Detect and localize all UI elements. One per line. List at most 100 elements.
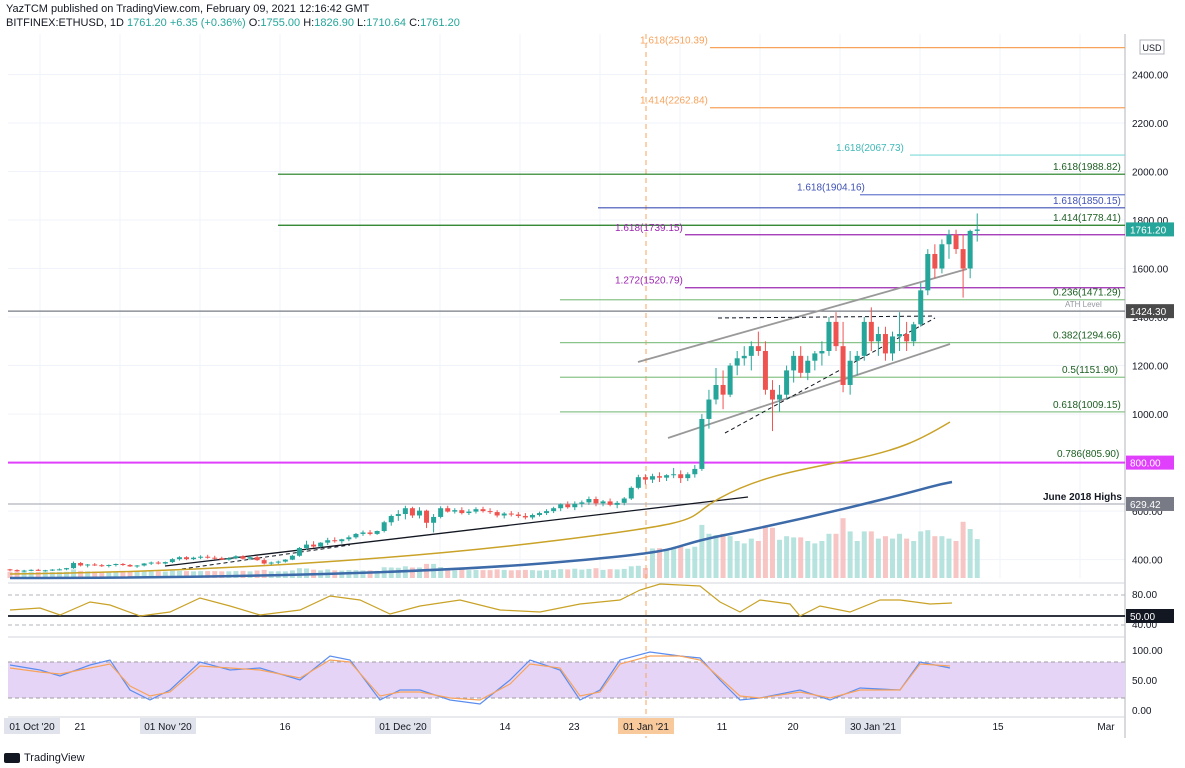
candle [586,496,592,505]
candle-body [424,510,430,523]
candle-body [85,564,91,566]
close-label: C: [409,17,421,29]
candle [551,506,557,514]
support-trendline [164,496,749,567]
candle-body [134,565,140,567]
price-label: 629.42 [1130,500,1161,511]
grid [8,34,1126,738]
candle [967,229,973,279]
candle [769,380,775,432]
candle-body [346,537,352,540]
candle [339,538,345,544]
candle-body [784,370,790,395]
fib-label: 1.272(1520.79) [615,276,683,287]
volume-bar [63,571,69,578]
time-tick: 01 Oct '20 [9,722,55,733]
candle [85,564,91,568]
candle-body [268,562,274,564]
candle-body [741,355,747,359]
candle [890,331,895,361]
volume-bar [106,571,112,578]
candle-body [381,522,387,532]
candle-body [127,564,133,567]
candle [71,561,77,569]
candle [522,513,528,520]
candle-body [282,559,288,562]
price-axis: USD 2400.00 2200.00 2000.00 1800.00 1600.00 14… [1126,39,1174,567]
volume-bar [890,538,895,578]
volume-bar [473,569,479,578]
volume-bar [537,570,542,578]
volume-bar [911,541,917,578]
candle [219,556,225,561]
candle-body [565,504,571,508]
ohlc-line: BITFINEX:ETHUSD, 1D 1761.20 +6.35 (+0.36… [6,17,460,29]
price-tick: 1600.00 [1132,265,1169,276]
volume-bar [296,568,302,578]
candle-body [56,569,62,571]
candle-body [918,290,924,325]
candle [205,554,211,559]
open-value: 1755.00 [260,17,301,29]
rsi-line [9,583,953,617]
candle-body [155,562,161,564]
candle-body [868,321,874,342]
candle-body [106,564,112,566]
candle [600,499,606,507]
candle [734,351,740,376]
candle-body [925,253,931,291]
brand-footer[interactable]: TradingView [4,752,85,764]
candle-body [233,556,239,559]
price-tick: 1800.00 [1132,216,1169,227]
fib-label: ATH Level [1065,300,1102,309]
candle-body [833,321,839,347]
volume-bar [367,570,373,578]
currency-label: USD [1142,43,1162,53]
candle-body [494,512,500,516]
volume-bar [769,527,775,578]
candle-body [642,477,648,480]
candle [212,555,218,560]
volume-bar [212,571,218,578]
candle-body [332,540,338,542]
volume-bar [784,536,790,578]
candle [579,500,585,508]
candle-body [226,558,232,560]
candle-body [42,570,48,572]
candle [812,351,818,371]
volume-bar [918,531,924,578]
fib-label: 0.618(1009.15) [1053,400,1121,411]
candle-body [664,475,670,478]
fib-label: 0.786(805.90) [1057,449,1119,460]
volume-bar [946,538,952,578]
volume-bar [635,565,641,578]
volume-bar [219,571,225,578]
candle [953,229,959,254]
candle-body [176,557,182,560]
symbol-label[interactable]: BITFINEX:ETHUSD, 1D [6,17,124,29]
volume-bar [833,533,839,578]
candle [642,474,648,485]
candle [529,513,535,520]
volume-bar [642,567,648,578]
candle [974,213,980,242]
candle [416,507,422,519]
candle [487,508,493,515]
volume-bar [184,571,189,578]
open-label: O: [248,17,261,29]
volume-bar [953,541,959,578]
volume-bar [99,571,105,578]
candle-body [261,560,267,564]
fib-label: 1.618(2067.73) [836,143,904,154]
volume-bar [522,569,528,578]
time-axis: 01 Oct '20 21 01 Nov '20 16 01 Dec '20 14 23 01… [4,718,1115,734]
candle-body [600,501,606,504]
candle-body [184,557,189,560]
stoch-tick: 100.00 [1132,646,1163,657]
candle-body [445,508,451,512]
candle [92,563,98,566]
candle [28,569,34,572]
volume-bar [141,571,147,578]
volume-bar [35,571,41,578]
